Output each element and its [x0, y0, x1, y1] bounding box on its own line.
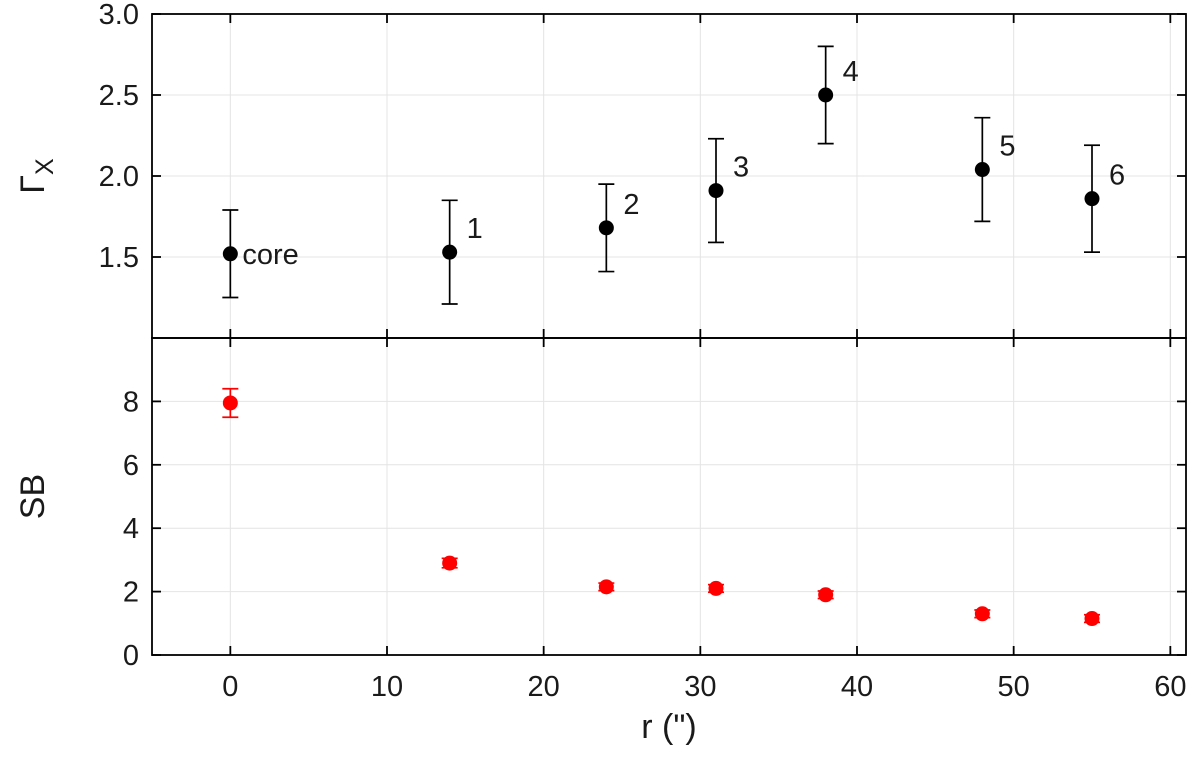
grid-lines [152, 14, 1186, 338]
y-tick-label: 0 [123, 640, 139, 672]
point-label: 1 [467, 213, 483, 245]
y-axis-label: SB [14, 474, 52, 519]
data-points [222, 395, 1100, 627]
x-tick-label: 10 [371, 671, 403, 703]
data-point [598, 220, 614, 236]
point-label: core [242, 239, 298, 271]
y-tick-labels: 1.5 2.0 2.5 3.0 [99, 0, 139, 274]
y-tick-label: 2 [123, 577, 139, 609]
x-tick-label: 0 [222, 671, 238, 703]
point-label: 5 [999, 131, 1015, 163]
data-point [442, 244, 458, 260]
y-tick-label: 1.5 [99, 242, 139, 274]
point-label: 6 [1109, 160, 1125, 192]
data-point [222, 246, 238, 262]
x-tick-label: 20 [528, 671, 560, 703]
data-points [222, 87, 1100, 262]
y-tick-label: 6 [123, 450, 139, 482]
x-tick-label: 60 [1154, 671, 1186, 703]
y-tick-label: 3.0 [99, 0, 139, 31]
data-point [708, 183, 724, 199]
data-point [1084, 191, 1100, 207]
panel-border [151, 337, 1187, 656]
data-point [1084, 611, 1100, 627]
point-label: 2 [623, 189, 639, 221]
y-tick-label: 4 [123, 513, 139, 545]
data-point [974, 606, 990, 622]
x-tick-label: 50 [998, 671, 1030, 703]
error-bars [222, 45, 1100, 305]
top-panel: core 1 2 3 4 5 6 1.5 2.0 2.5 3.0 ΓX [14, 0, 1187, 339]
x-axis-label: r (") [641, 708, 696, 746]
data-point [708, 580, 724, 596]
y-tick-label: 8 [123, 386, 139, 418]
error-bars [222, 387, 1100, 624]
data-point [598, 579, 614, 595]
data-point [818, 587, 834, 603]
data-point [974, 162, 990, 178]
y-tick-labels: 0 2 4 6 8 [123, 386, 139, 672]
x-tick-label: 40 [841, 671, 873, 703]
data-point [818, 87, 834, 103]
point-labels: core 1 2 3 4 5 6 [242, 56, 1125, 271]
x-tick-label: 30 [684, 671, 716, 703]
grid-lines [152, 338, 1186, 655]
tick-marks [152, 338, 1186, 656]
y-tick-label: 2.5 [99, 80, 139, 112]
y-tick-label: 2.0 [99, 161, 139, 193]
y-axis-label: ΓX [14, 158, 59, 194]
point-label: 4 [843, 56, 859, 88]
point-label: 3 [733, 152, 749, 184]
x-tick-labels: 0 10 20 30 40 50 60 [222, 671, 1186, 703]
tick-marks [152, 13, 1186, 338]
data-point [222, 395, 238, 411]
data-point [442, 555, 458, 571]
bottom-panel: 0 2 4 6 8 SB [14, 337, 1187, 672]
